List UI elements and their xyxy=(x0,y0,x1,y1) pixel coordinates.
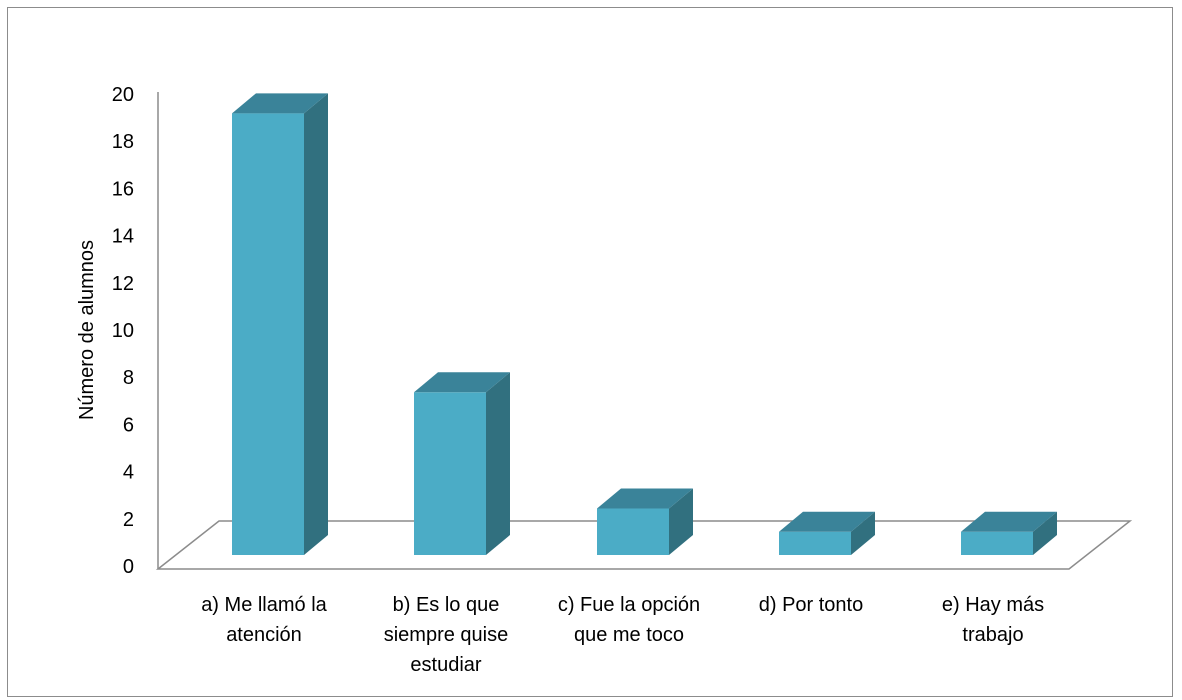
bar-top xyxy=(597,488,693,509)
bar-front xyxy=(597,508,669,555)
y-tick-label: 0 xyxy=(123,556,134,578)
bar-top xyxy=(961,511,1057,532)
y-tick-label: 14 xyxy=(112,226,134,248)
y-tick-label: 6 xyxy=(123,414,134,436)
floor-plane xyxy=(155,520,1133,570)
x-tick-label: b) Es lo que siempre quise estudiar xyxy=(384,594,509,676)
bar-side xyxy=(669,488,693,555)
y-axis-label: Número de alumnos xyxy=(76,240,98,420)
bar xyxy=(414,372,510,555)
x-tick-label: e) Hay más trabajo xyxy=(942,594,1044,646)
bar xyxy=(961,511,1057,555)
bar-front xyxy=(232,113,304,556)
y-tick-label: 4 xyxy=(123,462,134,484)
x-tick-label: a) Me llamó la atención xyxy=(201,594,327,646)
y-axis: 0 2 4 6 8 10 12 14 16 18 20 xyxy=(112,84,159,578)
bar-side xyxy=(486,372,510,555)
bar-front xyxy=(779,531,851,555)
y-tick-label: 16 xyxy=(112,178,134,200)
x-tick-label: c) Fue la opción que me toco xyxy=(558,594,700,646)
bars xyxy=(232,93,1057,556)
bar xyxy=(232,93,328,556)
x-axis-labels: a) Me llamó la atención b) Es lo que siempr… xyxy=(201,594,1044,676)
chart-floor xyxy=(155,520,1133,570)
bar-top xyxy=(779,511,875,532)
x-tick-label: d) Por tonto xyxy=(759,594,864,616)
bar-front xyxy=(414,392,486,555)
y-tick-label: 18 xyxy=(112,131,134,153)
bar-side xyxy=(1033,511,1057,555)
bar xyxy=(597,488,693,555)
bar-side xyxy=(304,93,328,556)
chart-frame xyxy=(7,7,1173,697)
y-tick-label: 20 xyxy=(112,84,134,106)
bar-front xyxy=(961,531,1033,555)
bar-side xyxy=(851,511,875,555)
y-tick-label: 10 xyxy=(112,320,134,342)
y-tick-label: 8 xyxy=(123,367,134,389)
bar xyxy=(779,511,875,555)
bar-top xyxy=(414,372,510,393)
bar-top xyxy=(232,93,328,114)
y-tick-label: 2 xyxy=(123,509,134,531)
y-tick-label: 12 xyxy=(112,273,134,295)
